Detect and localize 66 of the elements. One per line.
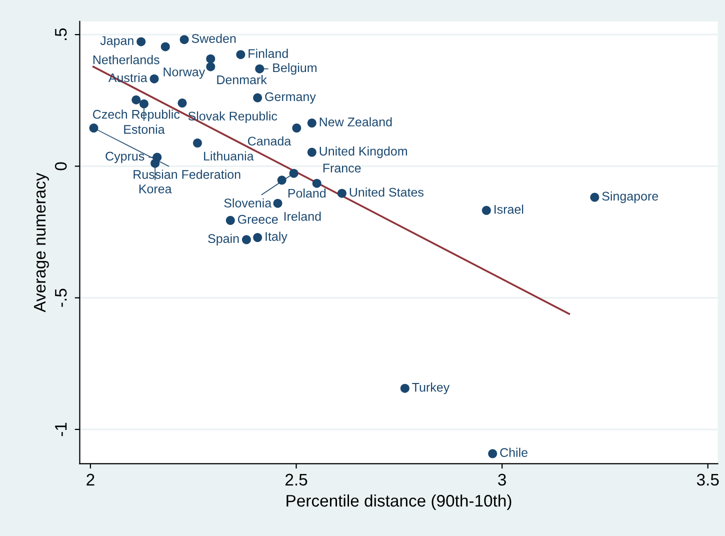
annotation: Germany (265, 92, 316, 104)
y-tick-label: .5 (55, 28, 67, 40)
annotation: Korea (139, 184, 172, 194)
annotation: Japan (100, 36, 134, 48)
point (482, 206, 491, 215)
point (307, 118, 316, 128)
point (242, 235, 251, 244)
annotation: Lithuania (204, 151, 254, 161)
annotation: Chile (500, 448, 528, 457)
annotation: Denmark (217, 75, 267, 84)
x-tick-label: 3.5 (696, 474, 719, 486)
annotation: Canada (248, 136, 292, 146)
annotation: Estonia (124, 124, 165, 134)
point (226, 216, 235, 225)
annotation: Slovak Republic (188, 111, 278, 124)
annotation: United States (350, 187, 424, 197)
point (192, 138, 202, 148)
annotation: Cyprus (106, 152, 144, 164)
annotation: New Zealand (320, 117, 392, 126)
y-tick-label: -1 (55, 422, 67, 436)
annotation: Spain (208, 234, 239, 246)
point (178, 98, 187, 108)
point (136, 37, 146, 46)
point (160, 42, 170, 52)
annotation: Israel (494, 204, 524, 214)
annotation: Greece (238, 214, 278, 224)
annotation: Belgium (273, 62, 316, 75)
x-tick-label: 3 (498, 474, 506, 486)
annotation: Ireland (284, 212, 321, 221)
y-tick-label: -.5 (55, 288, 67, 307)
point (488, 449, 498, 458)
point (236, 50, 246, 60)
annotation: Norway (164, 68, 206, 79)
annotation: Poland (288, 188, 326, 198)
annotation: Turkey (412, 382, 450, 394)
point (89, 124, 98, 133)
y-tick-label: 0 (54, 162, 67, 170)
point (312, 178, 322, 188)
annotation: Italy (266, 232, 288, 244)
point (206, 62, 216, 72)
annotation: Sweden (192, 34, 236, 43)
annotation: Finland (248, 48, 288, 58)
point (180, 35, 189, 44)
annotation: Netherlands (93, 55, 160, 64)
x-axis-title: Percentile distance (90th-10th) (286, 494, 512, 510)
point (273, 198, 282, 208)
point (253, 93, 262, 102)
annotation: Slovenia (224, 198, 272, 208)
point (253, 233, 262, 242)
point (590, 192, 600, 202)
point (337, 188, 346, 198)
point (139, 99, 148, 108)
point (292, 124, 302, 133)
annotation: United Kingdom (320, 146, 407, 158)
point (289, 168, 298, 178)
point (132, 95, 141, 104)
y-axis-title: Average numeracy (34, 172, 49, 312)
point (255, 64, 264, 74)
point (206, 54, 216, 64)
annotation: Singapore (602, 191, 658, 204)
point (307, 148, 316, 157)
x-tick-label: 2 (86, 474, 94, 486)
annotation: France (323, 164, 361, 173)
point (150, 74, 159, 84)
point (400, 384, 410, 393)
x-tick-label: 2.5 (286, 474, 308, 486)
